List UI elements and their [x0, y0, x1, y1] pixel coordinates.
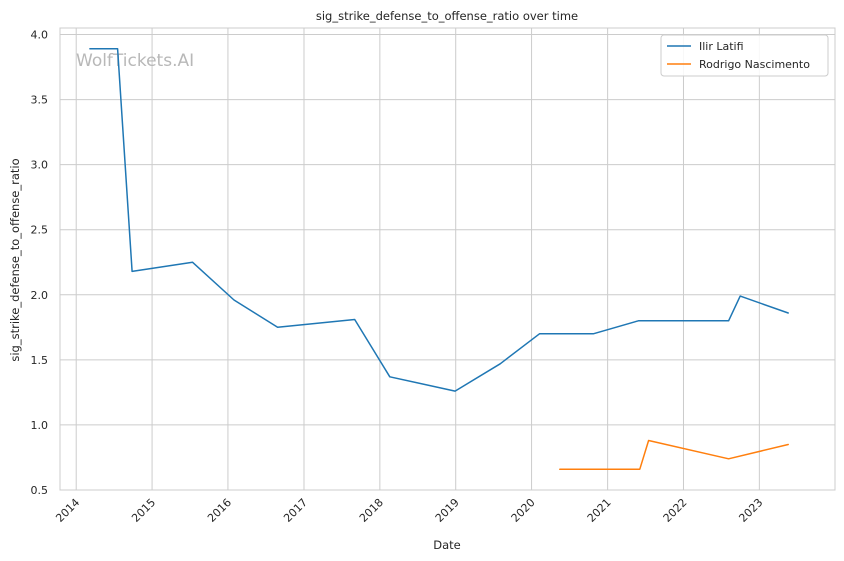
y-tick-label: 1.0 — [31, 419, 49, 432]
legend-label-rodrigo-nascimento: Rodrigo Nascimento — [699, 58, 810, 71]
watermark-text: WolfTickets.AI — [76, 51, 194, 71]
series-line-ilir-latifi — [89, 48, 789, 392]
legend: Ilir Latifi Rodrigo Nascimento — [660, 34, 829, 77]
x-tick-label: 2017 — [281, 496, 310, 525]
x-tick-label: 2016 — [205, 496, 234, 525]
plot-area — [59, 27, 836, 491]
y-tick-label: 0.5 — [31, 484, 49, 497]
series-lines — [89, 48, 789, 470]
x-axis-label: Date — [433, 538, 461, 552]
y-axis-label: sig_strike_defense_to_offense_ratio — [8, 158, 22, 361]
legend-label-ilir-latifi: Ilir Latifi — [699, 40, 744, 53]
y-tick-label: 3.0 — [31, 159, 49, 172]
x-tick-label: 2019 — [433, 496, 462, 525]
y-tick-label: 3.5 — [31, 94, 49, 107]
x-tick-label: 2021 — [585, 496, 614, 525]
chart-title: sig_strike_defense_to_offense_ratio over… — [316, 9, 578, 23]
y-tick-label: 2.5 — [31, 224, 49, 237]
x-tick-label: 2020 — [509, 496, 538, 525]
x-tick-label: 2015 — [129, 496, 158, 525]
x-tick-label: 2022 — [661, 496, 690, 525]
x-tick-label: 2014 — [53, 496, 82, 525]
legend-box — [660, 34, 829, 77]
x-tick-label: 2018 — [357, 496, 386, 525]
y-tick-label: 2.0 — [31, 289, 49, 302]
y-tick-label: 1.5 — [31, 354, 49, 367]
x-tick-label: 2023 — [736, 496, 765, 525]
series-line-rodrigo-nascimento — [559, 439, 789, 470]
grid-lines — [60, 28, 835, 491]
y-tick-label: 4.0 — [31, 29, 49, 42]
